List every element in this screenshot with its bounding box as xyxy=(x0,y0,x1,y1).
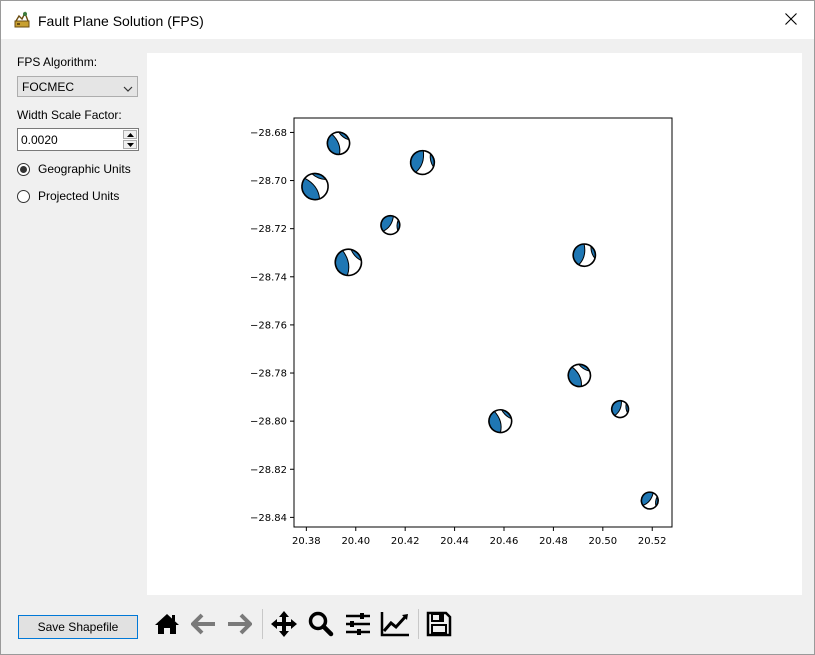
pan-icon xyxy=(271,611,297,637)
y-tick-label: −28.82 xyxy=(250,465,287,476)
y-tick-label: −28.84 xyxy=(250,513,287,524)
settings-panel: FPS Algorithm: FOCMEC Width Scale Factor… xyxy=(1,39,146,599)
radio-geographic-label: Geographic Units xyxy=(38,162,131,176)
beachball-marker xyxy=(567,363,592,388)
width-scale-spinbox[interactable]: 0.0020 xyxy=(17,128,139,151)
spin-up-button[interactable] xyxy=(123,130,137,139)
toolbar-separator xyxy=(262,609,263,639)
title-bar: Fault Plane Solution (FPS) xyxy=(1,1,814,39)
x-tick-label: 20.46 xyxy=(490,536,519,547)
zoom-icon xyxy=(308,611,334,637)
width-scale-value: 0.0020 xyxy=(21,133,58,147)
back-arrow-icon xyxy=(191,613,215,635)
zoom-button[interactable] xyxy=(306,609,336,639)
back-button[interactable] xyxy=(189,609,219,639)
x-tick-label: 20.42 xyxy=(391,536,420,547)
y-tick-label: −28.68 xyxy=(250,128,287,139)
x-tick-label: 20.52 xyxy=(638,536,667,547)
x-tick-label: 20.50 xyxy=(589,536,618,547)
beachball-marker xyxy=(334,248,363,277)
window-title: Fault Plane Solution (FPS) xyxy=(38,13,204,29)
home-button[interactable] xyxy=(152,609,182,639)
caret-down-icon xyxy=(126,142,134,147)
algorithm-value: FOCMEC xyxy=(22,80,74,94)
edit-axis-button[interactable] xyxy=(380,609,410,639)
x-tick-label: 20.48 xyxy=(539,536,568,547)
save-shapefile-button[interactable]: Save Shapefile xyxy=(18,615,138,639)
x-tick-label: 20.40 xyxy=(341,536,370,547)
y-tick-label: −28.74 xyxy=(250,272,287,283)
close-icon xyxy=(785,12,797,28)
edit-axis-icon xyxy=(380,612,409,637)
bottom-toolbar: Save Shapefile xyxy=(1,601,814,654)
algorithm-dropdown[interactable]: FOCMEC xyxy=(17,76,138,97)
beachball-marker xyxy=(610,399,630,419)
y-tick-label: −28.72 xyxy=(250,224,287,235)
configure-subplots-icon xyxy=(346,613,370,635)
y-tick-label: −28.70 xyxy=(250,176,287,187)
algorithm-label: FPS Algorithm: xyxy=(17,55,98,69)
seismometer-app-icon xyxy=(12,10,32,30)
beachball-marker xyxy=(409,149,436,176)
toolbar-separator xyxy=(418,609,419,639)
y-tick-label: −28.80 xyxy=(250,417,287,428)
save-figure-button[interactable] xyxy=(424,609,454,639)
close-button[interactable] xyxy=(768,1,814,39)
beachball-marker xyxy=(326,131,351,156)
width-scale-label: Width Scale Factor: xyxy=(17,108,122,122)
spinbox-buttons xyxy=(123,130,137,149)
y-tick-label: −28.78 xyxy=(250,369,287,380)
save-figure-icon xyxy=(426,611,452,637)
spin-down-button[interactable] xyxy=(123,140,137,149)
radio-indicator-unchecked[interactable] xyxy=(17,189,30,203)
caret-up-icon xyxy=(126,132,134,137)
forward-button[interactable] xyxy=(224,609,254,639)
x-tick-label: 20.44 xyxy=(440,536,469,547)
x-tick-label: 20.38 xyxy=(292,536,321,547)
radio-geographic-units[interactable]: Geographic Units xyxy=(17,160,131,178)
plot-canvas[interactable]: 20.38 20.40 20.42 20.44 20.46 20.48 20.50 20.52… xyxy=(147,53,802,595)
forward-arrow-icon xyxy=(228,613,252,635)
axes-frame xyxy=(293,117,673,528)
pan-button[interactable] xyxy=(269,609,299,639)
beachball-marker xyxy=(301,172,329,201)
radio-indicator-checked[interactable] xyxy=(17,162,30,176)
fps-plot: 20.38 20.40 20.42 20.44 20.46 20.48 20.50 20.52… xyxy=(250,117,673,547)
home-icon xyxy=(155,614,179,634)
configure-subplots-button[interactable] xyxy=(343,609,373,639)
y-tick-label: −28.76 xyxy=(250,320,287,331)
radio-projected-units[interactable]: Projected Units xyxy=(17,187,119,205)
beachball-marker xyxy=(488,408,513,434)
radio-projected-label: Projected Units xyxy=(38,189,120,203)
chevron-down-icon xyxy=(123,82,133,96)
beachball-marker xyxy=(572,243,597,268)
beachball-marker xyxy=(640,491,659,510)
beachball-marker xyxy=(380,214,401,236)
